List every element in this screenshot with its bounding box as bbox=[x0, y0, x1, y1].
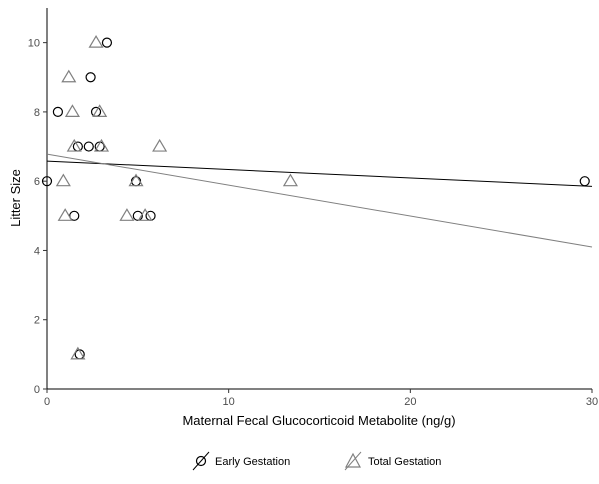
y-axis-title: Litter Size bbox=[8, 169, 23, 227]
y-tick-label: 8 bbox=[34, 107, 40, 119]
early-gestation-point bbox=[101, 37, 113, 48]
total-gestation-point bbox=[119, 208, 135, 221]
regression-lines bbox=[46, 153, 593, 248]
total-gestation-point bbox=[88, 34, 104, 48]
legend-item-total-gestation: Total Gestation bbox=[344, 451, 441, 471]
x-axis-title: Maternal Fecal Glucocorticoid Metabolite… bbox=[182, 413, 455, 428]
x-tick-label: 0 bbox=[44, 396, 50, 408]
total-gestation-point bbox=[152, 138, 168, 152]
x-tick-label: 20 bbox=[404, 396, 416, 408]
legend-circle-icon bbox=[195, 455, 207, 467]
total-gestation-point bbox=[70, 346, 86, 360]
legend-triangle-icon bbox=[344, 452, 362, 468]
early-gestation-point bbox=[69, 210, 80, 221]
y-tick-label: 0 bbox=[34, 384, 40, 396]
data-markers bbox=[41, 34, 590, 360]
y-tick-label: 6 bbox=[34, 176, 40, 188]
x-axis-ticks: 0 10 20 30 bbox=[44, 389, 598, 408]
early-gestation-point bbox=[579, 176, 590, 187]
legend: Early Gestation Total Gestation bbox=[192, 451, 441, 471]
total-gestation-point bbox=[128, 173, 144, 187]
x-tick-label: 10 bbox=[223, 396, 235, 408]
early-gestation-point bbox=[132, 210, 143, 221]
total-gestation-point bbox=[92, 104, 108, 118]
early-gestation-fit-line bbox=[46, 160, 593, 187]
early-gestation-point bbox=[85, 72, 96, 83]
total-gestation-point bbox=[61, 69, 77, 83]
early-gestation-point bbox=[41, 176, 53, 187]
total-gestation-fit-line bbox=[46, 153, 593, 248]
x-tick-label: 30 bbox=[586, 396, 598, 408]
total-gestation-point bbox=[66, 138, 82, 152]
total-gestation-point bbox=[137, 208, 153, 221]
legend-label-early: Early Gestation bbox=[215, 456, 290, 468]
plot-area: 0 2 4 6 8 10 0 10 20 30 bbox=[28, 8, 598, 408]
total-gestation-point bbox=[282, 173, 298, 187]
legend-line-early bbox=[192, 451, 210, 471]
legend-label-total: Total Gestation bbox=[368, 456, 441, 468]
total-gestation-point bbox=[93, 138, 110, 152]
legend-item-early-gestation: Early Gestation bbox=[192, 451, 290, 471]
y-tick-label: 10 bbox=[28, 38, 40, 50]
y-axis-ticks: 0 2 4 6 8 10 bbox=[28, 38, 47, 396]
y-tick-label: 4 bbox=[34, 245, 40, 257]
total-gestation-point bbox=[55, 173, 71, 187]
early-gestation-point bbox=[83, 141, 94, 152]
early-gestation-point bbox=[52, 106, 64, 118]
total-gestation-point bbox=[64, 104, 80, 118]
y-tick-label: 2 bbox=[34, 315, 40, 327]
total-gestation-point bbox=[57, 208, 73, 221]
